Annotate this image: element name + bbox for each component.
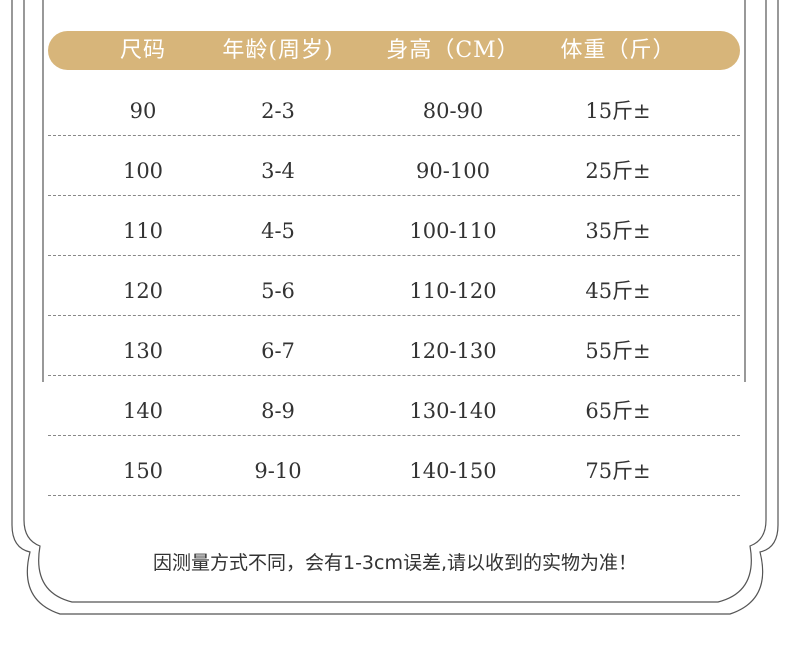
row-divider: [48, 195, 740, 196]
size-cell: 120: [122, 279, 164, 303]
table-header: 尺码 年龄(周岁) 身高（CM） 体重（斤）: [48, 31, 740, 70]
weight-cell: 15斤±: [585, 99, 651, 123]
height-cell: 130-140: [409, 399, 497, 423]
height-cell: 100-110: [409, 219, 497, 243]
header-age: 年龄(周岁): [222, 38, 334, 63]
height-cell: 120-130: [409, 339, 497, 363]
age-cell: 3-4: [261, 159, 295, 183]
size-cell: 110: [122, 219, 164, 243]
size-cell: 150: [122, 459, 164, 483]
height-cell: 90-100: [416, 159, 490, 183]
table-row: 140 8-9 130-140 65斤±: [48, 386, 740, 436]
row-divider: [48, 375, 740, 376]
weight-cell: 55斤±: [585, 339, 651, 363]
weight-cell: 25斤±: [585, 159, 651, 183]
size-cell: 90: [129, 99, 157, 123]
weight-cell: 35斤±: [585, 219, 651, 243]
row-divider: [48, 435, 740, 436]
height-cell: 140-150: [409, 459, 497, 483]
size-cell: 140: [122, 399, 164, 423]
size-cell: 130: [122, 339, 164, 363]
table-row: 120 5-6 110-120 45斤±: [48, 266, 740, 316]
table-row: 150 9-10 140-150 75斤±: [48, 446, 740, 496]
age-cell: 2-3: [261, 99, 295, 123]
header-size: 尺码: [119, 38, 166, 63]
age-cell: 8-9: [261, 399, 295, 423]
row-divider: [48, 315, 740, 316]
weight-cell: 45斤±: [585, 279, 651, 303]
age-cell: 9-10: [254, 459, 302, 483]
weight-cell: 75斤±: [585, 459, 651, 483]
height-cell: 80-90: [422, 99, 484, 123]
table-row: 100 3-4 90-100 25斤±: [48, 146, 740, 196]
table-row: 130 6-7 120-130 55斤±: [48, 326, 740, 376]
size-cell: 100: [122, 159, 164, 183]
table-row: 90 2-3 80-90 15斤±: [48, 86, 740, 136]
row-divider: [48, 255, 740, 256]
age-cell: 5-6: [261, 279, 295, 303]
height-cell: 110-120: [409, 279, 497, 303]
weight-cell: 65斤±: [585, 399, 651, 423]
age-cell: 4-5: [261, 219, 295, 243]
table-row: 110 4-5 100-110 35斤±: [48, 206, 740, 256]
row-divider: [48, 495, 740, 496]
header-height: 身高（CM）: [386, 38, 520, 63]
measurement-note: 因测量方式不同，会有1-3cm误差,请以收到的实物为准！: [152, 552, 638, 574]
row-divider: [48, 135, 740, 136]
header-weight: 体重（斤）: [560, 38, 676, 63]
age-cell: 6-7: [261, 339, 295, 363]
